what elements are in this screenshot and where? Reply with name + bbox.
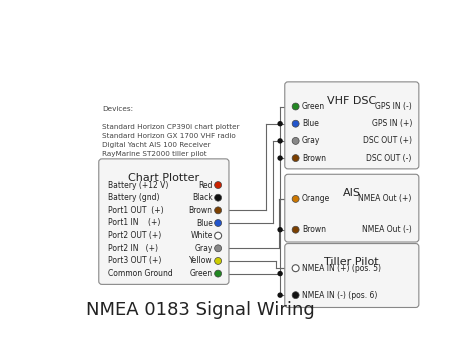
Text: GPS IN (-): GPS IN (-) bbox=[375, 102, 412, 111]
Circle shape bbox=[277, 155, 283, 161]
Text: Blue: Blue bbox=[196, 218, 213, 228]
Circle shape bbox=[215, 270, 222, 277]
Text: NMEA IN (+) (pos. 5): NMEA IN (+) (pos. 5) bbox=[302, 264, 381, 273]
Text: Common Ground: Common Ground bbox=[108, 269, 173, 278]
Circle shape bbox=[277, 271, 283, 276]
Text: NMEA 0183 Signal Wiring: NMEA 0183 Signal Wiring bbox=[86, 301, 315, 318]
Circle shape bbox=[292, 226, 299, 233]
Circle shape bbox=[215, 207, 222, 214]
Text: Battery (gnd): Battery (gnd) bbox=[108, 193, 160, 202]
Circle shape bbox=[277, 227, 283, 233]
Text: Tiller Pilot: Tiller Pilot bbox=[325, 257, 379, 267]
Text: Port2 IN   (+): Port2 IN (+) bbox=[108, 244, 158, 253]
Text: Battery (+12 V): Battery (+12 V) bbox=[108, 181, 168, 190]
Text: Brown: Brown bbox=[189, 206, 213, 215]
Circle shape bbox=[292, 292, 299, 299]
Text: GPS IN (+): GPS IN (+) bbox=[372, 119, 412, 128]
Circle shape bbox=[292, 137, 299, 144]
Circle shape bbox=[215, 219, 222, 226]
Text: Devices:

Standard Horizon CP390i chart plotter
Standard Horizon GX 1700 VHF rad: Devices: Standard Horizon CP390i chart p… bbox=[102, 105, 239, 157]
Circle shape bbox=[215, 232, 222, 239]
Text: Gray: Gray bbox=[302, 136, 320, 146]
Circle shape bbox=[277, 121, 283, 126]
FancyBboxPatch shape bbox=[285, 174, 419, 242]
Text: Gray: Gray bbox=[194, 244, 213, 253]
Circle shape bbox=[277, 138, 283, 144]
Text: DSC OUT (+): DSC OUT (+) bbox=[363, 136, 412, 146]
Text: Orange: Orange bbox=[302, 195, 330, 203]
Text: Green: Green bbox=[190, 269, 213, 278]
Circle shape bbox=[292, 120, 299, 127]
Circle shape bbox=[292, 103, 299, 110]
Circle shape bbox=[215, 257, 222, 264]
Text: Red: Red bbox=[198, 181, 213, 190]
Text: Chart Plotter: Chart Plotter bbox=[128, 173, 200, 183]
Circle shape bbox=[292, 155, 299, 162]
Circle shape bbox=[215, 194, 222, 201]
Text: NMEA Out (+): NMEA Out (+) bbox=[358, 195, 412, 203]
Text: Blue: Blue bbox=[302, 119, 319, 128]
Text: Port1 OUT  (+): Port1 OUT (+) bbox=[108, 206, 164, 215]
FancyBboxPatch shape bbox=[99, 159, 229, 284]
Text: NMEA Out (-): NMEA Out (-) bbox=[362, 225, 412, 234]
Circle shape bbox=[292, 196, 299, 202]
Text: Brown: Brown bbox=[302, 154, 326, 163]
FancyBboxPatch shape bbox=[285, 82, 419, 169]
Circle shape bbox=[215, 182, 222, 189]
Text: Port1 IN    (+): Port1 IN (+) bbox=[108, 218, 161, 228]
Text: NMEA IN (-) (pos. 6): NMEA IN (-) (pos. 6) bbox=[302, 291, 377, 300]
Text: DSC OUT (-): DSC OUT (-) bbox=[366, 154, 412, 163]
Text: Black: Black bbox=[192, 193, 213, 202]
Text: AIS: AIS bbox=[343, 188, 361, 198]
Text: White: White bbox=[191, 231, 213, 240]
Text: Yellow: Yellow bbox=[189, 256, 213, 266]
Text: Port3 OUT (+): Port3 OUT (+) bbox=[108, 256, 162, 266]
Text: VHF DSC: VHF DSC bbox=[327, 96, 376, 106]
Text: Port2 OUT (+): Port2 OUT (+) bbox=[108, 231, 161, 240]
Circle shape bbox=[215, 245, 222, 252]
Circle shape bbox=[292, 265, 299, 272]
Circle shape bbox=[277, 293, 283, 298]
FancyBboxPatch shape bbox=[285, 244, 419, 307]
Text: Brown: Brown bbox=[302, 225, 326, 234]
Text: Green: Green bbox=[302, 102, 325, 111]
